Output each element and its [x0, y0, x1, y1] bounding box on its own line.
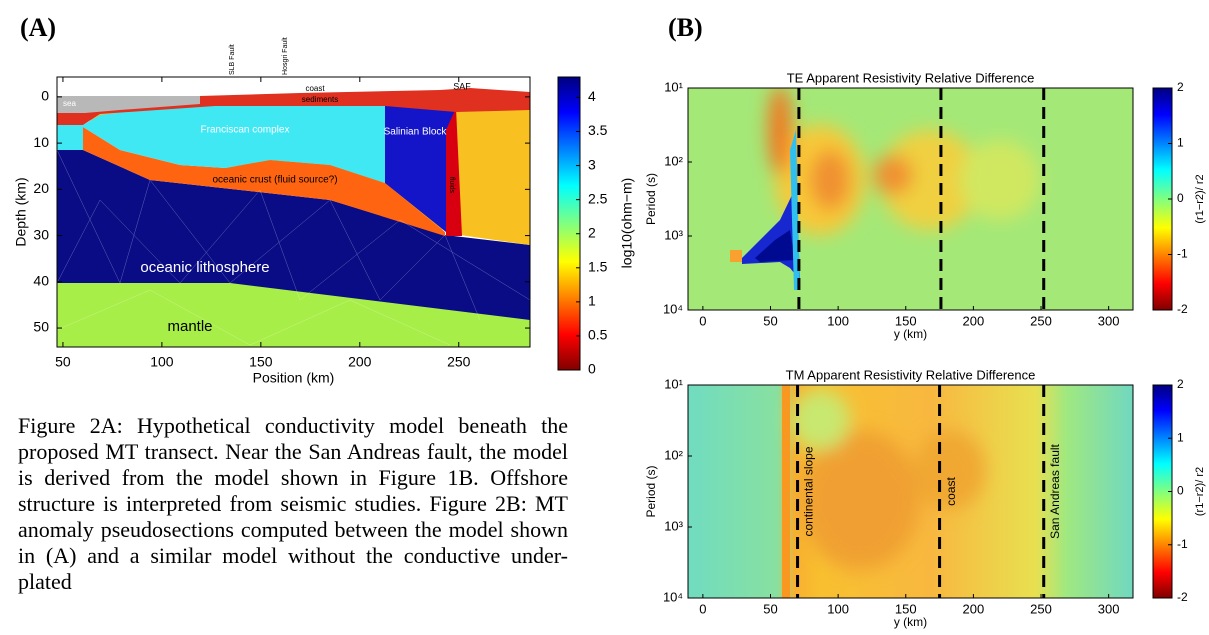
x-tick-label: 150 [249, 354, 273, 370]
y-axis-label: Period (s) [644, 173, 658, 225]
x-tick-label: 50 [763, 601, 777, 616]
plot-title: TM Apparent Resistivity Relative Differe… [786, 367, 1036, 382]
colorbar-tick-label: 4 [588, 88, 596, 104]
region-label: SAF [453, 81, 471, 91]
y-axis-label: Depth (km) [13, 177, 29, 246]
y-tick-label: 20 [33, 180, 49, 196]
colorbar-tick-label: 0 [1177, 484, 1184, 498]
x-axis-label: y (km) [894, 615, 927, 629]
x-tick-label: 0 [699, 601, 706, 616]
plot-frame [56, 76, 531, 348]
fault-label: SLB Fault [229, 44, 236, 75]
colorbar-tick-label: -2 [1177, 590, 1188, 604]
colorbar-tick-label: 2.5 [588, 190, 608, 206]
region-label: coast [305, 84, 325, 93]
x-tick-label: 250 [447, 354, 471, 370]
colorbar-tick-label: 0 [1177, 191, 1184, 205]
y-tick-label: 10⁴ [663, 589, 683, 604]
x-axis-label: Position (km) [253, 370, 335, 386]
conductivity-model [57, 77, 530, 347]
panel-label: (A) [20, 13, 56, 42]
boundary-label: continental slope [802, 446, 816, 536]
region-label: oceanic lithosphere [140, 259, 269, 276]
y-tick-label: 10¹ [664, 376, 683, 391]
colorbar-tick-label: 2 [1177, 377, 1184, 391]
region-label: sediments [302, 95, 338, 104]
boundary-label: San Andreas fault [1048, 443, 1062, 538]
plot-title: TE Apparent Resistivity Relative Differe… [787, 70, 1035, 85]
colorbar-label: (r1−r2)/ r2 [1194, 467, 1206, 516]
x-tick-label: 100 [827, 601, 849, 616]
boundary-label: coast [944, 476, 958, 505]
colorbar-tick-label: 2 [588, 224, 596, 240]
colorbar-tick-label: -2 [1177, 302, 1188, 316]
colorbar-tick-label: 0.5 [588, 327, 608, 343]
x-tick-label: 0 [699, 313, 706, 328]
te-pseudosection [688, 88, 1133, 310]
panel-label: (B) [668, 13, 703, 42]
y-tick-label: 40 [33, 273, 49, 289]
x-tick-label: 150 [895, 601, 917, 616]
plot-frame [687, 384, 1134, 599]
colorbar-tick-label: 1 [588, 293, 596, 309]
x-tick-label: 300 [1098, 313, 1120, 328]
y-tick-label: 10² [664, 153, 683, 168]
x-tick-label: 200 [963, 601, 985, 616]
x-tick-label: 100 [150, 354, 174, 370]
x-tick-label: 200 [348, 354, 372, 370]
tm-pseudosection [688, 385, 1133, 598]
y-tick-label: 0 [41, 88, 49, 104]
colorbar-tick-label: 2 [1177, 80, 1184, 94]
colorbar-tick-label: -1 [1177, 537, 1188, 551]
colorbar-tick-label: 1.5 [588, 258, 608, 274]
colorbar-tick-label: 1 [1177, 136, 1184, 150]
colorbar-tick-label: 0 [588, 361, 596, 377]
x-tick-label: 200 [963, 313, 985, 328]
region-label: Salinian Block [384, 127, 448, 138]
y-tick-label: 30 [33, 226, 49, 242]
x-tick-label: 250 [1030, 313, 1052, 328]
y-tick-label: 10¹ [664, 79, 683, 94]
y-tick-label: 10 [33, 134, 49, 150]
colorbar [557, 76, 581, 371]
colorbar-label: (r1−r2)/ r2 [1194, 174, 1206, 223]
x-tick-label: 50 [55, 354, 71, 370]
caption: Figure 2A: Hypothetical conductivity mod… [18, 413, 568, 594]
region-label: fluids [448, 177, 455, 194]
colorbar-label: log10(ohm−m) [619, 178, 635, 269]
x-axis-label: y (km) [894, 327, 927, 341]
x-tick-label: 150 [895, 313, 917, 328]
y-tick-label: 10⁴ [663, 301, 683, 316]
plot-frame [687, 87, 1134, 311]
region-label: sea [63, 99, 76, 108]
fault-label: Hosgri Fault [282, 37, 289, 75]
x-tick-label: 300 [1098, 601, 1120, 616]
colorbar-tick-label: -1 [1177, 247, 1188, 261]
y-tick-label: 50 [33, 319, 49, 335]
colorbar-tick-label: 3 [588, 156, 596, 172]
y-tick-label: 10³ [664, 518, 683, 533]
y-tick-label: 10² [664, 447, 683, 462]
x-tick-label: 50 [763, 313, 777, 328]
x-tick-label: 250 [1030, 601, 1052, 616]
colorbar-tick-label: 1 [1177, 430, 1184, 444]
region-label: Franciscan complex [201, 125, 290, 136]
y-axis-label: Period (s) [644, 465, 658, 517]
y-tick-label: 10³ [664, 227, 683, 242]
region-label: mantle [167, 318, 212, 335]
colorbar-tick-label: 3.5 [588, 122, 608, 138]
x-tick-label: 100 [827, 313, 849, 328]
region-label: oceanic crust (fluid source?) [212, 175, 337, 186]
